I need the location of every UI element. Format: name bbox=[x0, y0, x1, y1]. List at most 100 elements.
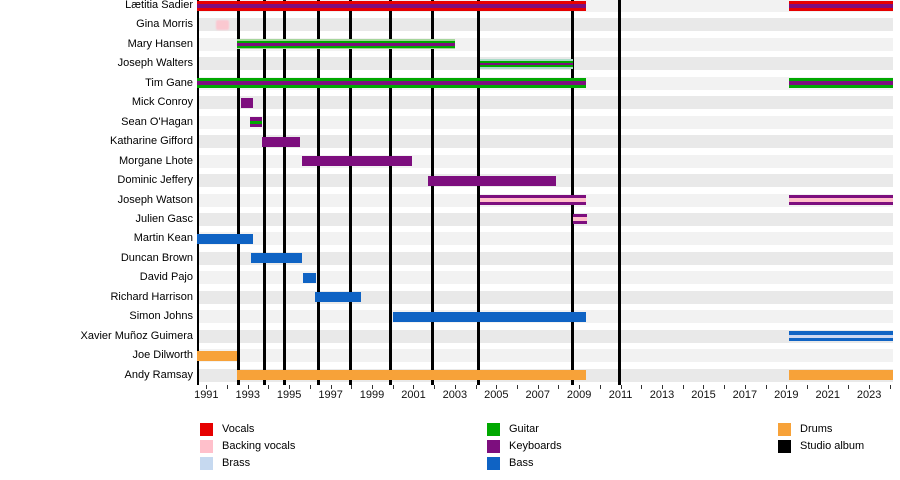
role-stripe bbox=[315, 292, 361, 303]
member-row-band bbox=[197, 251, 893, 265]
role-stripe bbox=[240, 97, 253, 108]
member-label: Simon Johns bbox=[129, 310, 193, 323]
axis-tick bbox=[206, 385, 208, 389]
axis-tick bbox=[247, 385, 249, 389]
member-row-band bbox=[197, 271, 893, 285]
role-stripe bbox=[249, 117, 263, 121]
legend-swatch-keyboards bbox=[487, 440, 500, 453]
member-row-band bbox=[197, 232, 893, 246]
member-row-band bbox=[197, 96, 893, 110]
timeline-bar bbox=[262, 136, 300, 147]
studio-album-line bbox=[236, 0, 240, 385]
role-stripe bbox=[572, 220, 588, 225]
member-label: Joseph Watson bbox=[117, 193, 193, 206]
member-label: Sean O'Hagan bbox=[121, 115, 193, 128]
timeline-bar bbox=[789, 0, 893, 11]
member-label: Andy Ramsay bbox=[124, 368, 193, 381]
axis-tick bbox=[827, 385, 829, 389]
role-stripe bbox=[250, 253, 302, 264]
timeline-bar bbox=[315, 292, 361, 303]
axis-tick bbox=[330, 385, 332, 389]
role-stripe bbox=[789, 201, 893, 205]
timeline-bar bbox=[197, 78, 587, 89]
axis-tick bbox=[413, 385, 415, 389]
member-row-band bbox=[197, 135, 893, 149]
role-stripe bbox=[479, 60, 573, 63]
studio-album-line bbox=[477, 0, 481, 385]
timeline-bar bbox=[237, 370, 587, 381]
axis-tick-label: 1997 bbox=[318, 389, 343, 401]
member-label: Xavier Muñoz Guimera bbox=[80, 329, 194, 342]
axis-tick bbox=[703, 385, 705, 389]
member-label: Julien Gasc bbox=[135, 212, 193, 225]
member-row-band bbox=[197, 349, 893, 363]
role-stripe bbox=[572, 217, 588, 221]
axis-tick-label: 2003 bbox=[442, 389, 468, 401]
legend-label: Drums bbox=[800, 423, 833, 435]
role-stripe bbox=[197, 78, 587, 82]
role-stripe bbox=[237, 39, 455, 41]
axis-tick bbox=[869, 385, 871, 389]
role-stripe bbox=[301, 156, 413, 167]
axis-tick bbox=[620, 385, 622, 389]
axis-tick-label: 2009 bbox=[566, 389, 592, 401]
axis-tick bbox=[227, 385, 229, 389]
studio-album-line bbox=[389, 0, 393, 385]
axis-tick bbox=[537, 385, 539, 389]
member-label: Mary Hansen bbox=[127, 37, 193, 50]
axis-tick bbox=[454, 385, 456, 389]
role-stripe bbox=[789, 78, 893, 82]
timeline-bar bbox=[392, 311, 587, 322]
axis-tick-label: 1993 bbox=[235, 389, 260, 401]
legend-swatch-studio-album bbox=[778, 440, 791, 453]
timeline-left-border bbox=[197, 0, 199, 385]
timeline-bar bbox=[789, 78, 893, 89]
role-stripe bbox=[197, 3, 587, 8]
member-label: Martin Kean bbox=[133, 232, 193, 245]
timeline-bar bbox=[427, 175, 557, 186]
axis-tick-label: 1995 bbox=[276, 389, 302, 401]
role-stripe bbox=[237, 40, 455, 43]
role-stripe bbox=[197, 0, 587, 4]
axis-tick bbox=[662, 385, 664, 389]
role-stripe bbox=[789, 85, 893, 89]
axis-tick bbox=[558, 385, 560, 389]
timeline-bar bbox=[789, 370, 893, 381]
axis-tick bbox=[889, 385, 891, 389]
legend-swatch-vocals bbox=[200, 423, 213, 436]
axis-tick-label: 1999 bbox=[359, 389, 385, 401]
member-label: Duncan Brown bbox=[120, 251, 193, 264]
role-stripe bbox=[197, 81, 587, 86]
legend-label: Keyboards bbox=[509, 440, 562, 452]
timeline-bar bbox=[215, 19, 230, 30]
member-label: Mick Conroy bbox=[131, 96, 193, 109]
studio-album-line bbox=[430, 0, 434, 385]
x-axis: 1991 1993 1995 1997 1999 2001 2003 2005 2007 2009… bbox=[194, 385, 900, 405]
role-stripe bbox=[197, 233, 253, 244]
axis-tick bbox=[289, 385, 291, 389]
member-row-band bbox=[197, 18, 893, 32]
member-row-band bbox=[197, 115, 893, 129]
role-stripe bbox=[237, 47, 455, 50]
role-stripe bbox=[789, 334, 893, 338]
role-stripe bbox=[789, 3, 893, 8]
axis-tick bbox=[579, 385, 581, 389]
axis-tick bbox=[786, 385, 788, 389]
plot-area bbox=[197, 0, 893, 385]
legend-label: Backing vocals bbox=[222, 440, 296, 452]
axis-tick-label: 2005 bbox=[484, 389, 509, 401]
role-stripe bbox=[789, 7, 893, 11]
axis-tick-label: 2017 bbox=[732, 389, 758, 401]
role-stripe bbox=[789, 337, 893, 342]
timeline-bar bbox=[197, 350, 238, 361]
axis-tick bbox=[372, 385, 374, 389]
legend-swatch-brass bbox=[200, 457, 213, 470]
role-stripe bbox=[479, 195, 587, 198]
member-label: Katharine Gifford bbox=[110, 135, 193, 148]
legend-swatch-bass bbox=[487, 457, 500, 470]
timeline-bar bbox=[240, 97, 253, 108]
studio-album-line bbox=[316, 0, 320, 385]
axis-tick bbox=[599, 385, 601, 389]
role-stripe bbox=[302, 272, 317, 283]
legend-label: Vocals bbox=[222, 423, 255, 435]
